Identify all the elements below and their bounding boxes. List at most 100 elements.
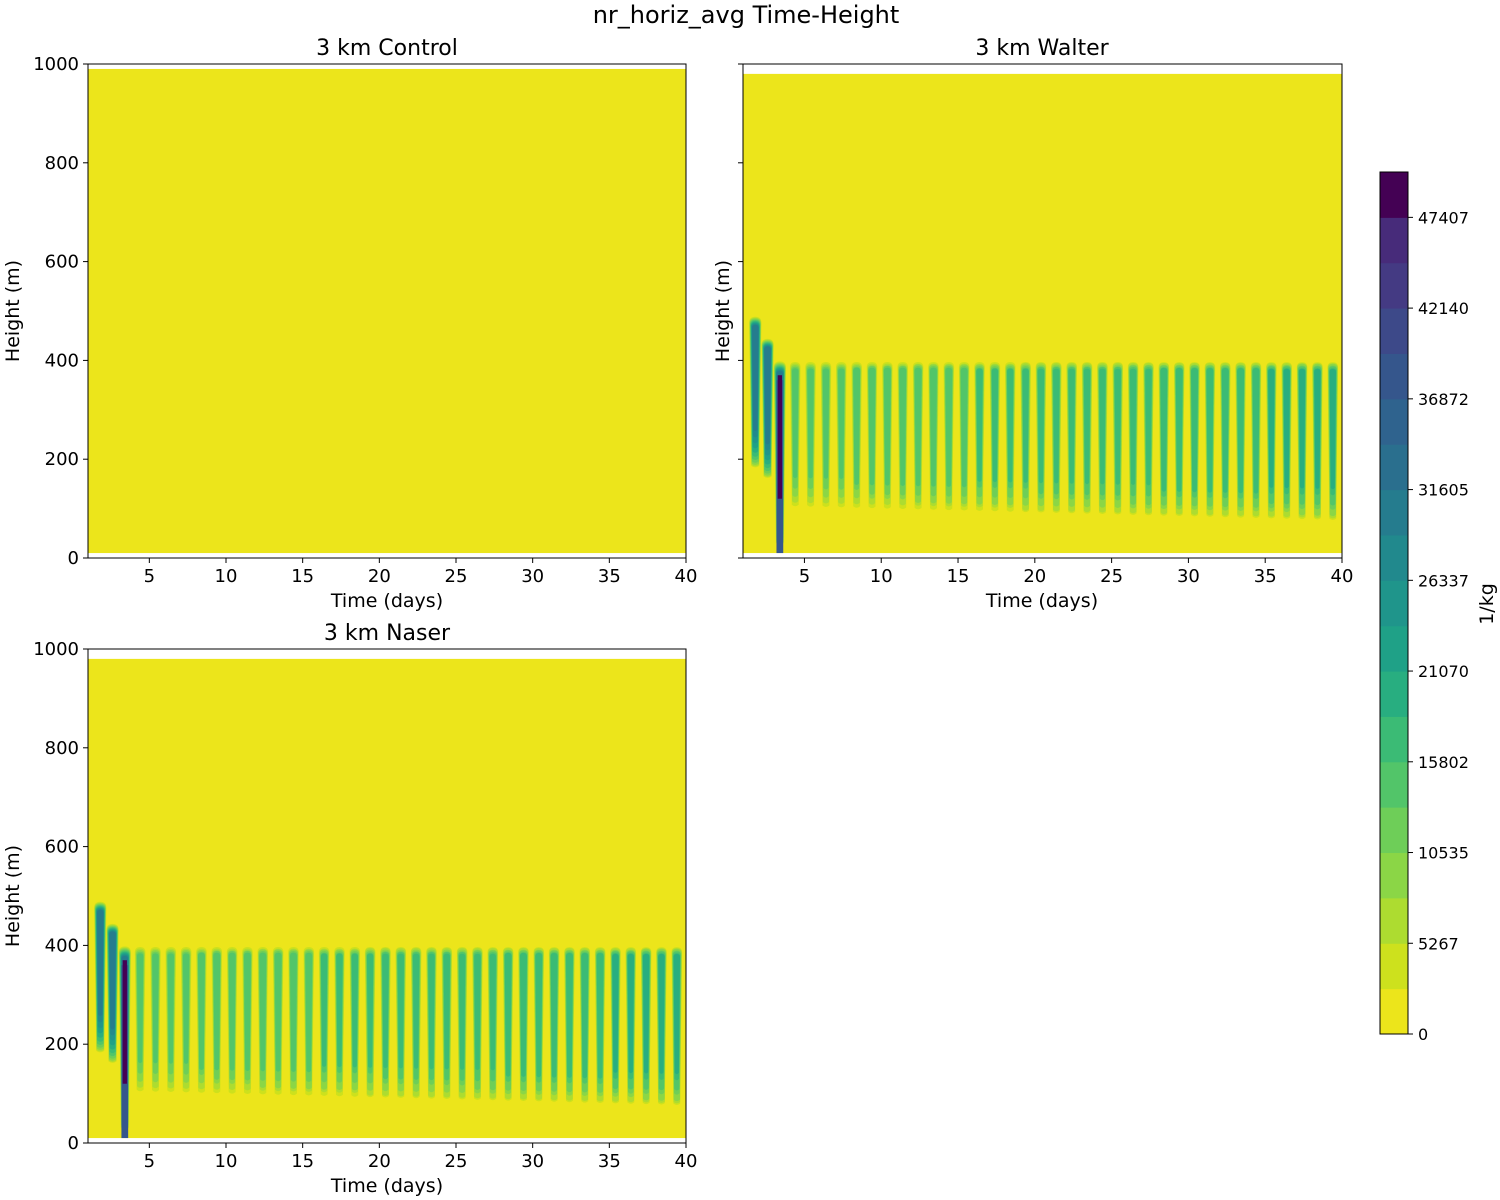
contour-band: [1344, 366, 1352, 505]
figure-title: nr_horiz_avg Time-Height: [593, 1, 900, 29]
x-tick-label: 35: [1254, 566, 1277, 587]
contour-band: [443, 953, 450, 1070]
x-tick-label: 5: [144, 566, 155, 587]
contour-band: [1344, 365, 1353, 514]
colorbar: 0 5267 10535 15802 21070 26337 31605 36872 42140…: [1379, 171, 1498, 1044]
heatmap-field: [88, 658, 698, 1139]
contour-band: [336, 953, 343, 1068]
contour-band: [658, 953, 665, 1074]
contour-band: [320, 953, 328, 1067]
x-tick-label: 40: [1331, 566, 1354, 587]
y-tick-label: 600: [45, 837, 79, 858]
x-tick-label: 25: [1100, 566, 1123, 587]
contour-band: [412, 953, 420, 1069]
colorbar-bands: [1379, 171, 1409, 1035]
colorbar-tick-label: 36872: [1418, 390, 1469, 409]
colorbar-band: [1380, 897, 1408, 944]
colorbar-band: [1380, 489, 1408, 536]
y-tick-label: 800: [45, 153, 79, 174]
contour-band: [976, 368, 983, 482]
contour-band: [792, 368, 799, 479]
contour-band: [122, 960, 127, 1084]
x-tick-label: 30: [1177, 566, 1200, 587]
contour-band: [290, 953, 297, 1067]
contour-band: [1343, 363, 1353, 519]
y-tick-label: 400: [45, 350, 79, 371]
contour-band: [868, 368, 876, 480]
contour-band: [1344, 366, 1352, 510]
contour-band: [1191, 368, 1198, 487]
y-tick-label: 200: [45, 1034, 79, 1055]
panel-title: 3 km Walter: [975, 36, 1109, 61]
contour-band: [596, 953, 604, 1073]
contour-band: [945, 368, 952, 482]
contour-band: [687, 946, 698, 1106]
colorbar-band: [1380, 353, 1408, 400]
contour-band: [1083, 368, 1091, 485]
x-axis-label: Time (days): [985, 590, 1098, 612]
contour-band: [136, 953, 144, 1064]
x-tick-label: 15: [291, 566, 314, 587]
colorbar-band: [1380, 625, 1408, 672]
x-tick-label: 30: [521, 1151, 544, 1172]
contour-band: [1342, 360, 1354, 521]
x-tick-label: 20: [368, 566, 391, 587]
colorbar-tick-label: 0: [1418, 1025, 1428, 1044]
contour-band: [853, 368, 860, 480]
contour-band: [807, 368, 814, 479]
contour-band: [1345, 368, 1352, 495]
x-tick-label: 15: [291, 1151, 314, 1172]
contour-band: [1053, 368, 1060, 484]
contour-band: [244, 953, 251, 1066]
contour-band: [612, 953, 619, 1073]
contour-band: [305, 953, 312, 1067]
contour-band: [167, 953, 174, 1064]
contour-band: [899, 368, 906, 481]
colorbar-band: [1380, 852, 1408, 899]
colorbar-tick-label: 5267: [1418, 934, 1459, 953]
x-tick-label: 40: [675, 1151, 698, 1172]
panel-title: 3 km Control: [316, 36, 458, 61]
contour-band: [504, 953, 512, 1071]
colorbar-band: [1380, 398, 1408, 445]
panel-walter: 3 km Walter 5 10 15 20 25 30 35 40 Time (days) …: [712, 36, 1354, 612]
x-tick-label: 20: [368, 1151, 391, 1172]
x-tick-label: 20: [1023, 566, 1046, 587]
colorbar-band: [1380, 580, 1408, 627]
colorbar-band: [1380, 988, 1408, 1035]
x-axis-label: Time (days): [330, 590, 443, 612]
contour-band: [1343, 364, 1353, 517]
contour-band: [382, 953, 389, 1069]
x-tick-label: 10: [215, 1151, 238, 1172]
contour-band: [673, 953, 680, 1075]
contour-band: [198, 953, 205, 1065]
colorbar-band: [1380, 807, 1408, 854]
contour-band: [520, 953, 527, 1071]
contour-band: [1022, 368, 1029, 483]
x-tick-label: 5: [144, 1151, 155, 1172]
contour-band: [566, 953, 573, 1072]
y-tick-label: 800: [45, 738, 79, 759]
contour-band: [930, 368, 937, 481]
contour-band: [474, 953, 481, 1071]
colorbar-tick-label: 42140: [1418, 299, 1469, 318]
heatmap-field: [743, 73, 1354, 554]
y-axis-label: Height (m): [712, 260, 734, 362]
x-tick-label: 10: [870, 566, 893, 587]
contour-band: [213, 953, 220, 1065]
panel-control: 3 km Control 5 10 15 20 25 30 35 40020040060080…: [2, 36, 697, 612]
y-tick-label: 1000: [33, 639, 79, 660]
colorbar-frame: [1379, 171, 1409, 1035]
contour-band: [1037, 368, 1045, 484]
colorbar-band: [1380, 943, 1408, 990]
contour-band: [428, 953, 435, 1070]
x-tick-label: 10: [215, 566, 238, 587]
contour-band: [1099, 368, 1106, 485]
contour-band: [822, 368, 830, 479]
contour-band: [687, 949, 697, 1102]
axes-frame: [742, 63, 1343, 559]
contour-band: [689, 953, 696, 1080]
